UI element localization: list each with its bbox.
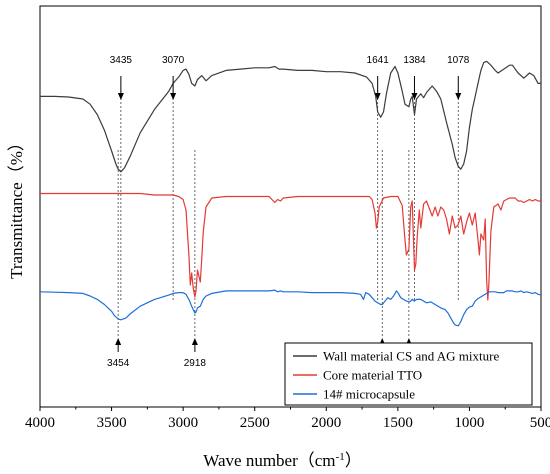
legend-label: 14# microcapsule — [323, 387, 415, 402]
annotation-arrowhead — [411, 93, 418, 100]
annotation-arrowhead — [191, 338, 198, 345]
x-tick-label: 3500 — [97, 415, 127, 431]
annotation-label: 3070 — [162, 55, 185, 66]
legend-label: Wall material CS and AG mixture — [323, 349, 499, 364]
annotation-label: 3435 — [110, 55, 133, 66]
series-line-2 — [39, 289, 542, 327]
annotation-label: 2918 — [184, 358, 207, 369]
y-axis-title: Transmittance（%） — [7, 134, 26, 279]
x-tick-label: 4000 — [25, 415, 55, 431]
x-axis-title: Wave number（cm-1） — [203, 451, 361, 470]
annotation-label: 1641 — [367, 55, 390, 66]
x-tick-label: 2000 — [311, 415, 341, 431]
x-tick-label: 1500 — [383, 415, 413, 431]
x-tick-label: 2500 — [240, 415, 270, 431]
annotation-label: 3454 — [107, 358, 130, 369]
annotation-arrowhead — [115, 338, 122, 345]
annotation-arrowhead — [117, 93, 124, 100]
x-tick-label: 1000 — [454, 415, 484, 431]
annotation-arrowhead — [170, 93, 177, 100]
annotation-arrowhead — [374, 93, 381, 100]
annotation-arrowhead — [455, 93, 462, 100]
x-tick-label: 3000 — [168, 415, 198, 431]
legend-label: Core material TTO — [323, 368, 422, 383]
legend-box — [284, 342, 533, 406]
annotation-label: 1384 — [403, 55, 426, 66]
series-line-0 — [40, 60, 541, 173]
series-line-1 — [40, 192, 541, 301]
annotation-label: 1078 — [447, 55, 470, 66]
x-tick-label: 500 — [530, 415, 550, 431]
